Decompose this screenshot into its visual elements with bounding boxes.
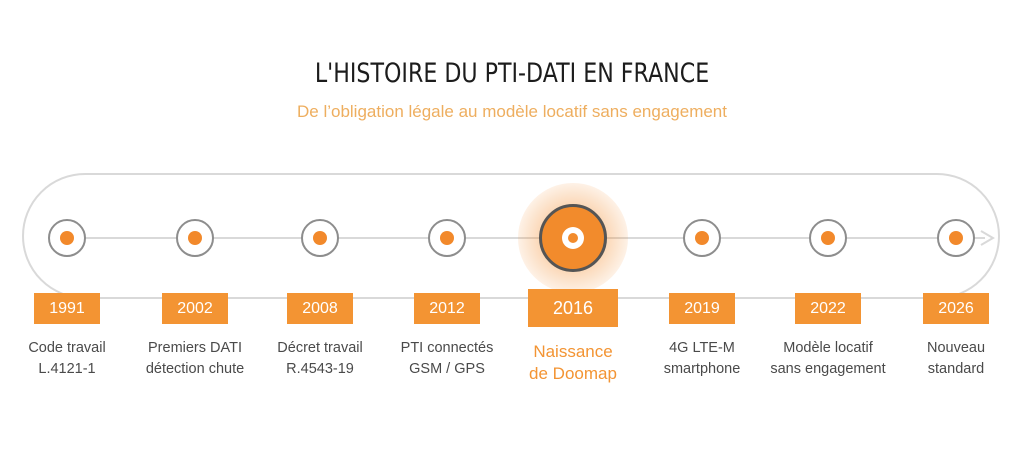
timeline-year-badge: 2002	[162, 293, 228, 324]
node-dot-icon	[695, 231, 709, 245]
timeline-node	[176, 219, 214, 257]
timeline-label: Premiers DATI détection chute	[125, 338, 265, 380]
timeline-label: Code travail L.4121-1	[0, 338, 137, 380]
timeline-label: PTI connectés GSM / GPS	[377, 338, 517, 380]
timeline-label-line1: PTI connectés	[400, 340, 494, 356]
node-dot-icon	[313, 231, 327, 245]
timeline-label-line2: L.4121-1	[38, 361, 96, 377]
node-dot-icon	[949, 231, 963, 245]
timeline-label-line1: Décret travail	[277, 340, 363, 356]
timeline-label-line1: Premiers DATI	[148, 340, 242, 356]
timeline-label-line2: GSM / GPS	[409, 361, 485, 377]
timeline-node	[809, 219, 847, 257]
timeline-label-line2: R.4543-19	[286, 361, 354, 377]
timeline-year-badge: 2008	[287, 293, 353, 324]
timeline-label: Modèle locatif sans engagement	[758, 338, 898, 380]
page-subtitle: De l’obligation légale au modèle locatif…	[296, 102, 727, 121]
timeline-label-line2: sans engagement	[770, 361, 886, 377]
timeline-node	[301, 219, 339, 257]
timeline-label-line2: smartphone	[663, 361, 741, 377]
page-title: L'HISTOIRE DU PTI-DATI EN FRANCE	[314, 58, 710, 89]
timeline-year-badge: 2019	[669, 293, 735, 324]
timeline-label-line1: Nouveau	[926, 340, 986, 356]
timeline-label-line2: détection chute	[145, 361, 245, 377]
timeline-year-badge: 2012	[414, 293, 480, 324]
timeline-node	[683, 219, 721, 257]
node-dot-icon	[821, 231, 835, 245]
node-center-icon	[562, 227, 584, 249]
timeline-year-badge: 2022	[795, 293, 861, 324]
timeline-year-badge: 1991	[34, 293, 100, 324]
timeline-node	[428, 219, 466, 257]
timeline-label-line1: 4G LTE-M	[669, 340, 735, 356]
timeline-year-badge: 2026	[923, 293, 989, 324]
timeline-label-line1: Modèle locatif	[783, 340, 873, 356]
timeline-label-line2: standard	[927, 361, 985, 377]
node-dot-icon	[440, 231, 454, 245]
timeline-node	[48, 219, 86, 257]
timeline-node-highlight	[539, 204, 607, 272]
chevron-right-icon	[980, 230, 995, 246]
timeline-label-line1: Naissance	[533, 342, 613, 361]
timeline-label: Nouveau standard	[886, 338, 1024, 380]
timeline-label-line1: Code travail	[28, 340, 106, 356]
timeline-node	[937, 219, 975, 257]
timeline-track	[22, 173, 1000, 299]
timeline-label-line2: de Doomap	[529, 364, 617, 383]
node-dot-icon	[188, 231, 202, 245]
timeline-year-badge: 2016	[528, 289, 618, 327]
timeline-label: Décret travail R.4543-19	[250, 338, 390, 380]
timeline-label: Naissance de Doomap	[503, 341, 643, 385]
node-dot-icon	[60, 231, 74, 245]
timeline-label: 4G LTE-M smartphone	[632, 338, 772, 380]
